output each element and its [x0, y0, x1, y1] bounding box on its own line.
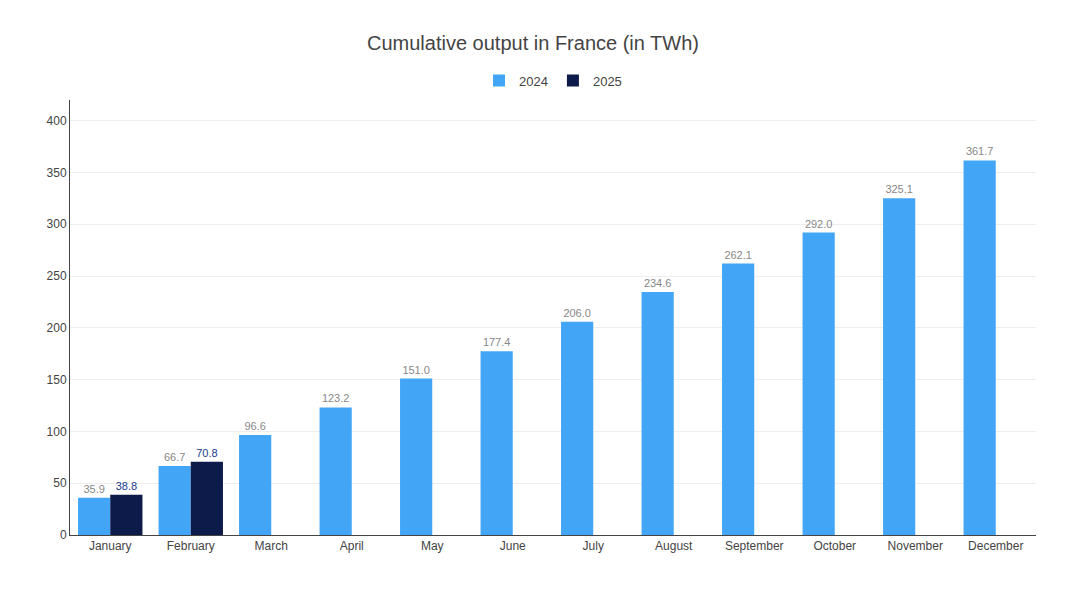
- svg-text:Cumulative output in France (i: Cumulative output in France (in TWh): [367, 32, 699, 54]
- svg-text:April: April: [340, 539, 364, 553]
- svg-text:250: 250: [47, 269, 67, 283]
- svg-text:70.8: 70.8: [196, 447, 217, 459]
- svg-text:July: July: [583, 539, 604, 553]
- svg-text:2025: 2025: [593, 74, 622, 89]
- svg-text:300: 300: [47, 217, 67, 231]
- svg-text:206.0: 206.0: [563, 307, 591, 319]
- svg-text:50: 50: [53, 476, 67, 490]
- svg-text:200: 200: [47, 321, 67, 335]
- svg-text:0: 0: [60, 528, 67, 542]
- svg-text:292.0: 292.0: [805, 218, 833, 230]
- svg-text:February: February: [167, 539, 215, 553]
- svg-text:361.7: 361.7: [966, 145, 994, 157]
- svg-text:96.6: 96.6: [244, 420, 265, 432]
- svg-text:350: 350: [47, 166, 67, 180]
- svg-text:October: October: [813, 539, 856, 553]
- svg-text:123.2: 123.2: [322, 392, 350, 404]
- svg-text:September: September: [725, 539, 784, 553]
- svg-text:June: June: [500, 539, 526, 553]
- svg-text:August: August: [655, 539, 693, 553]
- svg-text:100: 100: [47, 425, 67, 439]
- svg-text:May: May: [421, 539, 444, 553]
- svg-text:66.7: 66.7: [164, 451, 185, 463]
- svg-text:262.1: 262.1: [724, 249, 752, 261]
- svg-text:November: November: [888, 539, 943, 553]
- svg-text:January: January: [89, 539, 132, 553]
- svg-text:March: March: [255, 539, 288, 553]
- svg-text:400: 400: [47, 114, 67, 128]
- svg-text:177.4: 177.4: [483, 336, 511, 348]
- svg-text:December: December: [968, 539, 1023, 553]
- svg-text:35.9: 35.9: [83, 483, 104, 495]
- svg-text:325.1: 325.1: [885, 183, 913, 195]
- svg-text:151.0: 151.0: [402, 364, 430, 376]
- svg-text:38.8: 38.8: [116, 480, 137, 492]
- svg-text:2024: 2024: [519, 74, 548, 89]
- svg-text:234.6: 234.6: [644, 277, 672, 289]
- svg-text:150: 150: [47, 373, 67, 387]
